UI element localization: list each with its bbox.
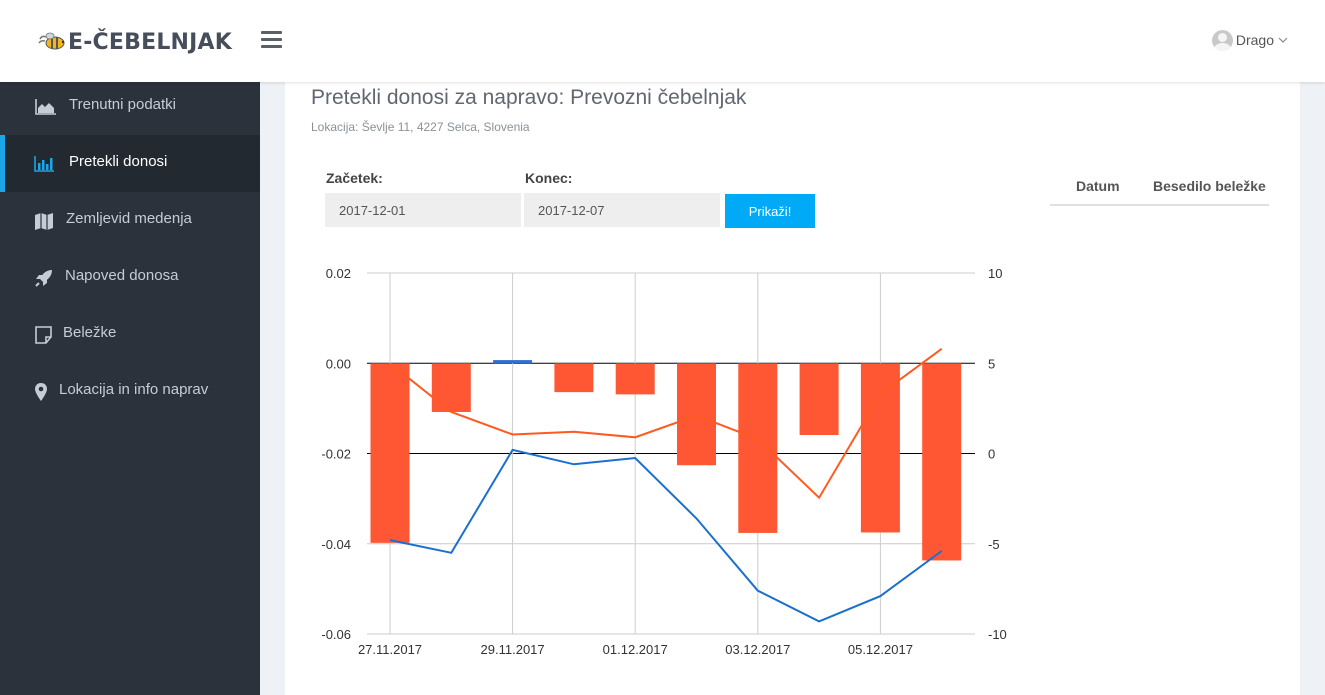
page-title: Pretekli donosi za napravo: Prevozni čeb… — [311, 86, 747, 109]
y-right-tick-label: -10 — [988, 627, 1007, 642]
y-left-tick-label: -0.06 — [321, 627, 351, 642]
note-icon — [35, 326, 52, 344]
chart-bar — [554, 363, 594, 393]
sidebar-item-label: Trenutni podatki — [69, 96, 177, 113]
y-left-tick-label: -0.04 — [321, 537, 351, 552]
map-marker-icon — [35, 383, 47, 401]
chart-bar — [370, 363, 410, 543]
chart-bar — [677, 363, 716, 466]
x-tick-label: 27.11.2017 — [358, 642, 422, 657]
page-subtitle: Lokacija: Ševlje 11, 4227 Selca, Sloveni… — [311, 120, 530, 134]
x-tick-label: 03.12.2017 — [725, 642, 790, 657]
table-header-divider — [1050, 204, 1269, 206]
series-line-blue — [389, 448, 943, 623]
chart-bar — [738, 363, 778, 533]
end-date-input[interactable] — [524, 193, 720, 227]
sidebar-item-napoved-donosa[interactable]: Napoved donosa — [0, 249, 260, 306]
start-date-label: Začetek: — [326, 170, 383, 186]
rocket-icon — [35, 270, 52, 287]
y-right-tick-label: -5 — [988, 537, 1000, 552]
sidebar-item-label: Lokacija in info naprav — [59, 381, 209, 398]
top-bar: E-ČEBELNJAK Drago — [0, 0, 1325, 82]
chart-bar — [922, 363, 962, 561]
y-left-tick-label: 0.00 — [326, 356, 351, 371]
sidebar-item-trenutni-podatki[interactable]: Trenutni podatki — [0, 78, 260, 135]
series-line-orange — [389, 347, 943, 500]
x-tick-label: 01.12.2017 — [603, 642, 668, 657]
y-left-tick-label: 0.02 — [326, 266, 351, 281]
end-date-label: Konec: — [525, 170, 573, 186]
chart-bar — [431, 363, 471, 412]
chevron-down-icon — [1278, 37, 1288, 43]
y-left-tick-label: -0.02 — [321, 447, 351, 462]
main-panel: Pretekli donosi za napravo: Prevozni čeb… — [285, 82, 1300, 695]
start-date-input[interactable] — [325, 193, 521, 227]
user-name: Drago — [1235, 32, 1274, 48]
sidebar-item-label: Pretekli donosi — [69, 153, 168, 170]
sidebar-item-lokacija[interactable]: Lokacija in info naprav — [0, 363, 260, 420]
area-chart-icon — [35, 99, 56, 115]
yield-chart: 0.02 0.00 -0.02 -0.04 -0.06 10 5 0 -5 -10 27.11.20… — [321, 266, 1007, 657]
bar-chart-icon — [34, 156, 54, 172]
y-right-tick-label: 5 — [988, 356, 995, 371]
x-tick-label: 05.12.2017 — [848, 642, 913, 657]
sidebar-item-label: Beležke — [63, 324, 117, 341]
sidebar-item-pretekli-donosi[interactable]: Pretekli donosi — [0, 135, 260, 192]
app-name: E-ČEBELNJAK — [68, 29, 233, 55]
y-right-tick-label: 0 — [988, 447, 995, 462]
x-tick-label: 29.11.2017 — [481, 642, 545, 657]
sidebar: Trenutni podatki Pretekli donosi Zemljev… — [0, 82, 260, 695]
menu-toggle-button[interactable] — [261, 31, 282, 49]
sidebar-item-zemljevid-medenja[interactable]: Zemljevid medenja — [0, 192, 260, 249]
bee-icon — [38, 32, 65, 50]
chart-bar — [860, 363, 900, 533]
sidebar-item-label: Napoved donosa — [65, 267, 179, 284]
y-right-tick-label: 10 — [988, 266, 1002, 281]
chart-bar — [493, 360, 533, 364]
table-header-datum[interactable]: Datum — [1076, 178, 1120, 194]
sidebar-item-belezke[interactable]: Beležke — [0, 306, 260, 363]
chart-bar — [615, 363, 655, 395]
map-icon — [35, 213, 53, 230]
user-menu[interactable]: Drago — [1211, 28, 1289, 52]
chart-bar — [799, 363, 839, 435]
sidebar-item-label: Zemljevid medenja — [66, 210, 192, 227]
table-header-besedilo[interactable]: Besedilo beležke — [1153, 178, 1266, 194]
avatar — [1211, 29, 1233, 51]
show-button[interactable]: Prikaži! — [725, 194, 815, 228]
logo[interactable]: E-ČEBELNJAK — [38, 28, 232, 56]
